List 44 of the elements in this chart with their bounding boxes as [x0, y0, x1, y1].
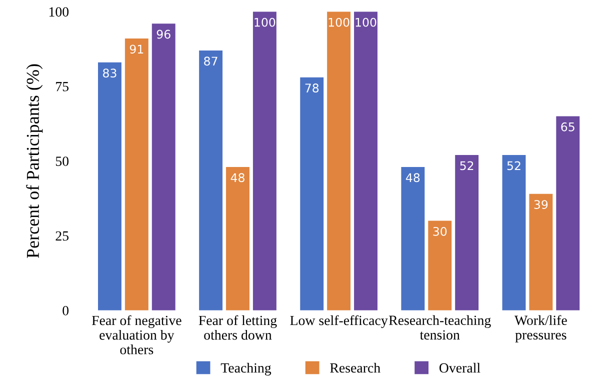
x-tick-label: Work/life pressures [514, 315, 567, 342]
bar [529, 194, 553, 310]
data-label: 83 [103, 68, 116, 78]
data-label: 48 [406, 173, 420, 182]
bar [226, 166, 250, 310]
legend-label: Overall [439, 362, 480, 373]
data-label: 96 [156, 30, 170, 39]
bar [401, 166, 425, 310]
bar [152, 24, 176, 310]
y-tick-label: 50 [56, 156, 69, 166]
bar [455, 155, 479, 310]
y-tick-label: 25 [56, 231, 69, 241]
bar [199, 50, 223, 310]
data-label: 100 [356, 18, 376, 27]
x-tick-label: Low self-efficacy [290, 315, 388, 328]
legend-label: Teaching [220, 362, 272, 376]
y-tick-label: 100 [49, 7, 69, 17]
x-tick-label: Research-teaching tension [388, 315, 491, 340]
data-label: 30 [433, 226, 447, 236]
bar [354, 12, 378, 310]
bar [98, 62, 122, 310]
x-tick-label: Fear of letting others down [198, 315, 277, 340]
legend-label: Research [330, 362, 380, 373]
data-label: 100 [328, 18, 350, 27]
data-label: 48 [230, 173, 244, 182]
x-tick-label: Fear of negative evaluation by others [92, 315, 182, 354]
bar [252, 12, 276, 310]
y-axis-title: Percent of Participants (%) [26, 64, 43, 258]
bar [502, 155, 526, 310]
bar [556, 116, 580, 310]
y-tick-label: 75 [56, 82, 69, 92]
data-label: 91 [130, 44, 144, 54]
y-tick-label: 0 [62, 306, 69, 316]
data-label: 39 [534, 200, 548, 209]
data-label: 65 [561, 122, 574, 132]
bar [327, 12, 351, 310]
data-label: 52 [507, 161, 520, 170]
data-label: 100 [254, 18, 276, 27]
bar [300, 77, 324, 310]
bar [428, 220, 452, 310]
data-label: 78 [305, 84, 319, 92]
data-label: 87 [204, 56, 218, 66]
bar [124, 38, 148, 310]
data-label: 52 [460, 161, 474, 170]
